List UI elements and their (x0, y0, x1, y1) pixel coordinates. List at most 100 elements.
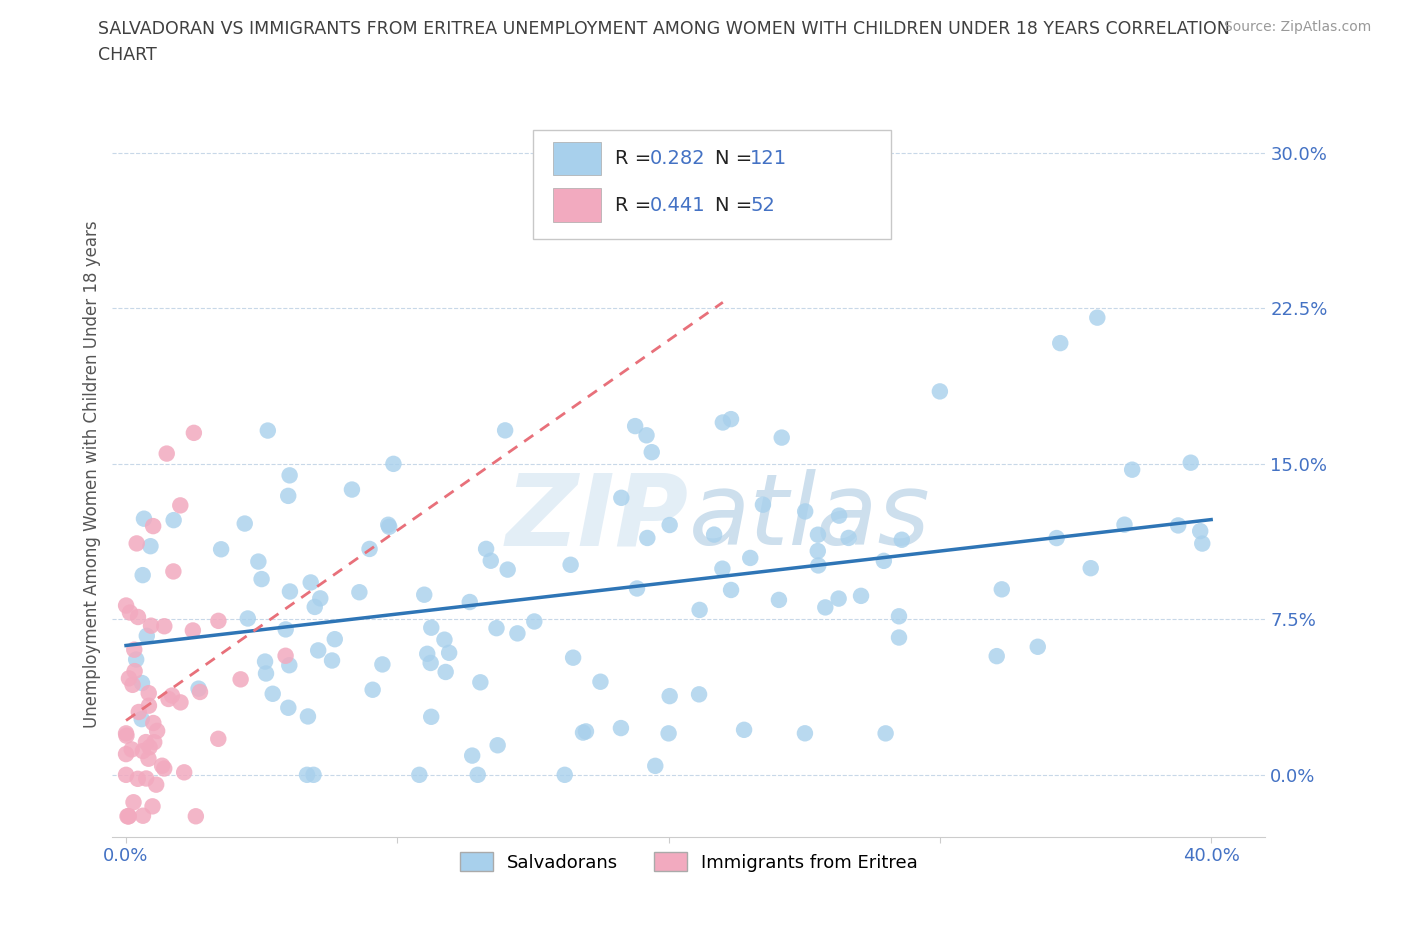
Point (494, 423, 516, 438)
Point (523, 614, 546, 629)
Point (207, 614, 229, 629)
Text: SALVADORAN VS IMMIGRANTS FROM ERITREA UNEMPLOYMENT AMONG WOMEN WITH CHILDREN UND: SALVADORAN VS IMMIGRANTS FROM ERITREA UN… (98, 20, 1230, 38)
Point (153, 618, 176, 633)
Point (132, 808, 155, 823)
Point (138, 751, 160, 766)
Point (229, 671, 252, 686)
Point (150, 758, 173, 773)
Point (160, 688, 183, 703)
Point (207, 731, 229, 746)
Point (121, 677, 143, 692)
Point (145, 777, 167, 792)
Point (139, 618, 162, 633)
Point (138, 740, 160, 755)
Point (506, 626, 529, 641)
Point (274, 648, 297, 663)
Point (572, 725, 595, 740)
Text: R =: R = (616, 195, 658, 215)
Point (262, 686, 284, 701)
Legend: Salvadorans, Immigrants from Eritrea: Salvadorans, Immigrants from Eritrea (453, 844, 925, 879)
Bar (553, 189, 602, 222)
Point (115, 767, 138, 782)
Point (986, 649, 1008, 664)
Point (1046, 531, 1069, 546)
Point (141, 799, 163, 814)
Point (733, 723, 755, 737)
Point (887, 631, 910, 645)
Point (256, 423, 278, 438)
Point (124, 664, 146, 679)
Point (128, 705, 150, 720)
FancyBboxPatch shape (533, 130, 891, 239)
Point (1180, 456, 1202, 471)
Point (181, 623, 204, 638)
Point (641, 445, 664, 459)
Point (131, 567, 153, 582)
Point (361, 683, 384, 698)
Point (658, 689, 681, 704)
Point (636, 428, 658, 443)
Point (122, 643, 145, 658)
Point (562, 650, 585, 665)
Point (413, 587, 436, 602)
Point (875, 726, 897, 741)
Point (118, 809, 141, 824)
Point (349, 585, 371, 600)
Point (153, 761, 176, 776)
Point (302, 767, 325, 782)
Point (125, 536, 148, 551)
Point (1049, 336, 1071, 351)
Point (127, 609, 149, 624)
Point (890, 532, 912, 547)
Point (828, 508, 851, 523)
Point (658, 726, 681, 741)
Point (321, 653, 343, 668)
Point (278, 584, 301, 599)
Point (838, 530, 860, 545)
Point (183, 425, 205, 440)
Point (173, 764, 195, 779)
Point (928, 384, 950, 399)
Point (378, 519, 401, 534)
Point (688, 687, 710, 702)
Point (184, 809, 207, 824)
Point (359, 541, 381, 556)
Point (115, 728, 138, 743)
Point (135, 771, 157, 786)
Point (156, 446, 179, 461)
Point (115, 726, 138, 741)
Point (115, 598, 138, 613)
Point (873, 553, 896, 568)
Point (610, 721, 633, 736)
Point (626, 581, 648, 596)
Point (132, 744, 155, 759)
Point (461, 748, 484, 763)
Point (793, 725, 815, 740)
Point (720, 582, 742, 597)
Point (188, 684, 211, 699)
Text: CHART: CHART (98, 46, 157, 64)
Point (711, 415, 734, 430)
Y-axis label: Unemployment Among Women with Children Under 18 years: Unemployment Among Women with Children U… (83, 220, 101, 728)
Point (295, 767, 318, 782)
Point (118, 605, 141, 620)
Point (377, 517, 399, 532)
Point (277, 700, 299, 715)
Text: Source: ZipAtlas.com: Source: ZipAtlas.com (1223, 20, 1371, 34)
Point (738, 219, 761, 233)
Point (437, 645, 460, 660)
Point (807, 544, 830, 559)
Point (187, 681, 209, 696)
Point (157, 692, 180, 707)
Point (254, 666, 277, 681)
Point (1085, 311, 1108, 325)
Point (323, 631, 346, 646)
Point (1167, 518, 1189, 533)
Point (589, 674, 612, 689)
Point (304, 600, 326, 615)
Text: ZIP: ZIP (506, 470, 689, 566)
Bar (553, 142, 602, 176)
Point (139, 538, 162, 553)
Point (299, 575, 322, 590)
Point (1121, 462, 1143, 477)
